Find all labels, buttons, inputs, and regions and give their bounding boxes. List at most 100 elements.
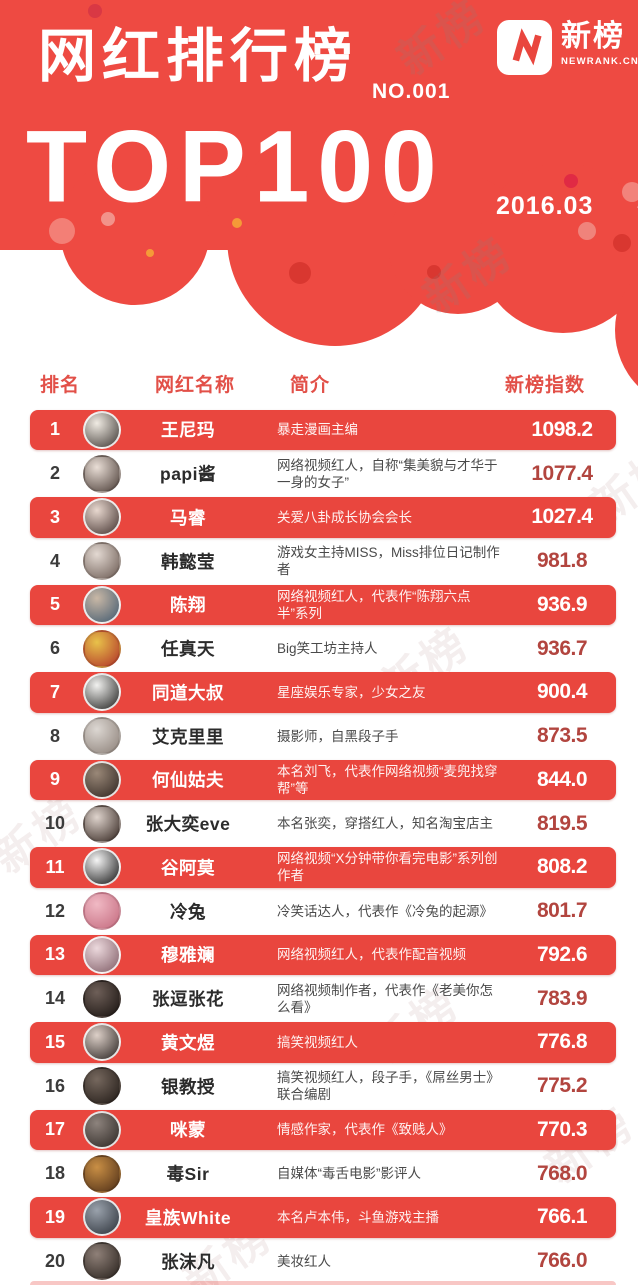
column-header-score: 新榜指数 bbox=[505, 375, 586, 396]
rank-value: 18 bbox=[44, 1163, 66, 1184]
newrank-index-value: 766.1 bbox=[536, 1205, 588, 1229]
avatar bbox=[83, 542, 121, 581]
newrank-index-value: 770.3 bbox=[536, 1117, 588, 1141]
table-row: 3 马睿 关爱八卦成长协会会长 1027.4 bbox=[0, 496, 638, 540]
cloud-bulge bbox=[60, 155, 210, 305]
newrank-index-value: 936.9 bbox=[536, 592, 588, 616]
rank-value: 13 bbox=[44, 944, 66, 965]
celebrity-name: 马睿 bbox=[170, 507, 206, 528]
avatar bbox=[83, 498, 121, 537]
newrank-index-value: 981.8 bbox=[536, 549, 588, 573]
avatar bbox=[83, 585, 121, 624]
newrank-logo-text: 新榜 NEWRANK.CN bbox=[561, 20, 638, 67]
row-highlight-bar bbox=[30, 934, 616, 976]
row-highlight-bar bbox=[30, 759, 616, 801]
celebrity-description: 本名卢本伟，斗鱼游戏主播 bbox=[277, 1209, 439, 1225]
newrank-index-value: 783.9 bbox=[536, 986, 588, 1010]
celebrity-description: 网络视频制作者，代表作《老美你怎么看》 bbox=[277, 982, 493, 1015]
avatar bbox=[83, 673, 121, 712]
table-row: 20 张沫凡 美妆红人 766.0 bbox=[0, 1239, 638, 1283]
celebrity-name: 谷阿莫 bbox=[161, 857, 215, 878]
avatar bbox=[83, 1110, 121, 1149]
table-row: 14 张逗张花 网络视频制作者，代表作《老美你怎么看》 783.9 bbox=[0, 977, 638, 1021]
celebrity-name: 张逗张花 bbox=[152, 989, 224, 1010]
newrank-index-value: 768.0 bbox=[536, 1161, 588, 1185]
celebrity-description: 搞笑视频红人 bbox=[277, 1034, 358, 1050]
decor-dot bbox=[622, 182, 638, 202]
celebrity-name: 艾克里里 bbox=[152, 726, 224, 747]
celebrity-name: 何仙姑夫 bbox=[152, 770, 224, 791]
table-row: 5 陈翔 网络视频红人，代表作“陈翔六点半”系列 936.9 bbox=[0, 583, 638, 627]
rank-value: 16 bbox=[44, 1075, 66, 1096]
newrank-index-value: 819.5 bbox=[536, 811, 588, 835]
decor-dot bbox=[613, 234, 631, 252]
column-header-name: 网红名称 bbox=[155, 375, 236, 396]
avatar bbox=[83, 848, 121, 887]
rank-value: 14 bbox=[44, 988, 66, 1009]
rank-value: 20 bbox=[44, 1250, 66, 1271]
avatar bbox=[83, 1067, 121, 1106]
rank-value: 17 bbox=[44, 1119, 66, 1140]
celebrity-description: 搞笑视频红人，段子手，《屌丝男士》联合编剧 bbox=[277, 1070, 500, 1103]
celebrity-description: 网络视频“X分钟带你看完电影”系列创作者 bbox=[277, 851, 498, 884]
avatar bbox=[83, 1023, 121, 1062]
avatar bbox=[83, 1242, 121, 1281]
table-header: 排名 网红名称 简介 新榜指数 bbox=[0, 370, 638, 400]
table-row: 8 艾克里里 摄影师，自黑段子手 873.5 bbox=[0, 714, 638, 758]
newrank-index-value: 775.2 bbox=[536, 1074, 588, 1098]
rank-value: 4 bbox=[49, 550, 60, 571]
newrank-logo-icon bbox=[497, 20, 552, 75]
table-row: 1 王尼玛 暴走漫画主编 1098.2 bbox=[0, 408, 638, 452]
table-row: 19 皇族White 本名卢本伟，斗鱼游戏主播 766.1 bbox=[0, 1196, 638, 1240]
newrank-index-value: 873.5 bbox=[536, 724, 588, 748]
rank-value: 11 bbox=[45, 856, 65, 877]
celebrity-description: 星座娱乐专家，少女之友 bbox=[277, 684, 426, 700]
decor-dot bbox=[578, 222, 596, 240]
avatar bbox=[83, 935, 121, 974]
celebrity-name: 张大奕eve bbox=[145, 814, 231, 835]
newrank-index-value: 766.0 bbox=[536, 1249, 588, 1273]
celebrity-name: 黄文煜 bbox=[161, 1032, 215, 1053]
row-highlight-bar bbox=[30, 672, 616, 713]
newrank-index-value: 900.4 bbox=[536, 680, 588, 704]
rank-value: 10 bbox=[44, 813, 66, 834]
rank-value: 15 bbox=[44, 1031, 66, 1052]
newrank-index-value: 792.6 bbox=[536, 942, 588, 966]
celebrity-name: 银教授 bbox=[161, 1076, 215, 1097]
decor-dot bbox=[289, 262, 311, 284]
newrank-index-value: 776.8 bbox=[536, 1030, 588, 1054]
avatar bbox=[83, 804, 121, 843]
row-highlight-bar bbox=[30, 847, 616, 888]
table-row: 10 张大奕eve 本名张奕，穿搭红人，知名淘宝店主 819.5 bbox=[0, 802, 638, 846]
row-highlight-bar bbox=[30, 1197, 616, 1238]
poster-header: 网红排行榜 NO.001 新榜 NEWRANK.CN TOP100 2016.0… bbox=[0, 0, 638, 410]
rank-value: 6 bbox=[49, 638, 60, 659]
celebrity-name: 穆雅斓 bbox=[161, 945, 215, 966]
rank-value: 12 bbox=[44, 900, 66, 921]
next-row-hint bbox=[30, 1281, 616, 1285]
celebrity-description: 自媒体“毒舌电影”影评人 bbox=[277, 1166, 421, 1182]
newrank-logo-domain: NEWRANK.CN bbox=[561, 56, 638, 67]
celebrity-description: 本名张奕，穿搭红人，知名淘宝店主 bbox=[277, 816, 493, 832]
table-row: 16 银教授 搞笑视频红人，段子手，《屌丝男士》联合编剧 775.2 bbox=[0, 1064, 638, 1108]
newrank-index-value: 1077.4 bbox=[531, 461, 593, 485]
celebrity-name: papi酱 bbox=[160, 464, 216, 485]
rank-value: 5 bbox=[49, 594, 60, 615]
celebrity-description: 本名刘飞，代表作网络视频“麦兜找穿帮”等 bbox=[277, 763, 498, 796]
celebrity-name: 王尼玛 bbox=[161, 420, 215, 441]
table-row: 13 穆雅斓 网络视频红人，代表作配音视频 792.6 bbox=[0, 933, 638, 977]
celebrity-name: 韩懿莹 bbox=[161, 551, 215, 572]
avatar bbox=[83, 629, 121, 668]
row-highlight-bar bbox=[30, 409, 616, 451]
celebrity-name: 毒Sir bbox=[166, 1164, 210, 1185]
newrank-index-value: 1027.4 bbox=[531, 505, 593, 529]
table-row: 12 冷兔 冷笑话达人，代表作《冷兔的起源》 801.7 bbox=[0, 889, 638, 933]
table-row: 4 韩懿莹 游戏女主持MISS，Miss排位日记制作者 981.8 bbox=[0, 539, 638, 583]
celebrity-name: 任真天 bbox=[161, 639, 215, 660]
celebrity-description: 游戏女主持MISS，Miss排位日记制作者 bbox=[277, 545, 500, 578]
celebrity-description: 情感作家，代表作《致贱人》 bbox=[277, 1122, 453, 1138]
celebrity-description: 网络视频红人，代表作配音视频 bbox=[277, 947, 466, 963]
avatar bbox=[83, 1154, 121, 1193]
decor-dot bbox=[427, 265, 441, 279]
decor-dot bbox=[49, 218, 75, 244]
